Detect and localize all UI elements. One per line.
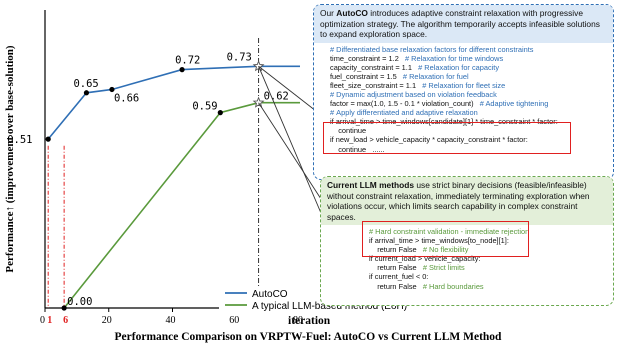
autoco-data-label: 0.72 — [175, 55, 200, 67]
llm-callout-box: Current LLM methods use strict binary de… — [320, 176, 614, 306]
autoco-code-line: time_constraint = 1.2 # Relaxation for t… — [330, 53, 504, 63]
autoco-star-marker — [252, 60, 265, 72]
autoco-data-label: 0.66 — [114, 92, 139, 104]
x-highlight-tick-label: 1 — [47, 315, 52, 326]
autoco-data-label: 0.65 — [73, 78, 98, 90]
autoco-code-block: # Differentiated base relaxation factors… — [314, 43, 613, 154]
autoco-data-point — [179, 67, 185, 73]
autoco-code-line: continue — [330, 126, 367, 136]
autoco-connector-line — [258, 65, 317, 112]
autoco-code-line: fuel_constraint = 1.5 # Relaxation for f… — [330, 71, 469, 81]
autoco-code-line: # Apply differentiated and adaptive rela… — [330, 108, 478, 118]
autoco-data-label: 0.51 — [7, 134, 32, 146]
x-tick-label: 80 — [293, 315, 303, 326]
legend-label: A typical LLM-based method (EoH) — [252, 301, 407, 312]
autoco-data-label: 0.73 — [227, 51, 252, 63]
autoco-code-line: capacity_constraint = 1.1 # Relaxation f… — [330, 62, 500, 72]
llm-data-label: 0.62 — [264, 91, 289, 103]
llm-star-marker — [252, 96, 265, 108]
autoco-code-line: # Dynamic adjustment based on violation … — [330, 89, 497, 99]
y-axis-label: Performance↑ (improvement over base-solu… — [4, 45, 16, 273]
x-highlight-tick-label: 6 — [63, 315, 68, 326]
x-axis-label: iteration — [288, 315, 331, 327]
autoco-code-line: if arrival_time > time_windows[candidate… — [330, 117, 558, 127]
autoco-code-line: continue ...... — [330, 144, 385, 154]
autoco-highlight-box — [323, 122, 571, 154]
autoco-callout-box: Our AutoCO introduces adaptive constrain… — [313, 4, 614, 180]
autoco-code-line: factor = max(1.0, 1.5 - 0.1 * violation_… — [330, 99, 549, 109]
llm-code-line: return False # No flexibility — [369, 245, 469, 255]
autoco-intro: Our AutoCO introduces adaptive constrain… — [314, 5, 613, 43]
llm-highlight-box — [362, 221, 529, 257]
autoco-code-line: fleet_size_constraint = 1.1 # Relaxation… — [330, 80, 506, 90]
chart-title: Performance Comparison on VRPTW-Fuel: Au… — [115, 331, 503, 343]
llm-data-label: 0.59 — [192, 101, 217, 113]
llm-intro: Current LLM methods use strict binary de… — [321, 177, 613, 225]
llm-code-line: return False # Strict limits — [369, 263, 465, 273]
llm-data-point — [61, 305, 67, 311]
llm-code-line: if arrival_time > time_windows[to_node][… — [369, 236, 509, 246]
x-tick-label: 40 — [166, 315, 176, 326]
x-tick-label: 20 — [102, 315, 112, 326]
legend-label: AutoCO — [252, 289, 288, 300]
llm-series-line — [63, 101, 259, 309]
llm-code-line: # Hard constraint validation - immediate… — [369, 227, 530, 236]
autoco-code-line: # Differentiated base relaxation factors… — [330, 44, 534, 54]
autoco-data-point — [83, 90, 90, 96]
llm-data-point — [217, 110, 223, 116]
x-tick-label: 0 — [40, 315, 45, 326]
llm-name: Current LLM methods — [327, 180, 415, 190]
llm-code-block: # Hard constraint validation - immediate… — [321, 225, 613, 291]
autoco-data-point — [45, 136, 51, 142]
llm-data-label: 0.00 — [67, 296, 92, 308]
autoco-name: AutoCO — [336, 8, 368, 18]
llm-code-line: if current_fuel < 0: — [369, 272, 429, 282]
autoco-code-line: if new_load > vehicle_capacity * capacit… — [330, 135, 528, 145]
llm-code-line: if current_load > vehicle_capacity: — [369, 254, 481, 264]
autoco-data-point — [109, 86, 115, 93]
llm-code-line: return False # Hard boundaries — [369, 281, 484, 291]
x-tick-label: 60 — [229, 315, 239, 326]
